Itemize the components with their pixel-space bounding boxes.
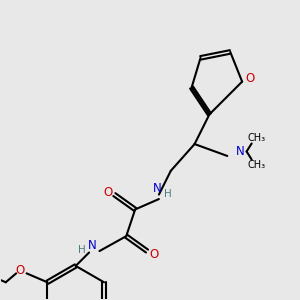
- Text: H: H: [164, 189, 172, 199]
- Text: CH₃: CH₃: [248, 160, 266, 170]
- Text: O: O: [15, 265, 25, 278]
- Text: O: O: [103, 186, 112, 199]
- Text: N: N: [236, 145, 245, 158]
- Text: N: N: [153, 182, 162, 195]
- Text: H: H: [78, 245, 86, 256]
- Text: N: N: [88, 238, 96, 252]
- Text: O: O: [245, 72, 254, 85]
- Text: CH₃: CH₃: [248, 133, 266, 143]
- Text: O: O: [149, 248, 158, 260]
